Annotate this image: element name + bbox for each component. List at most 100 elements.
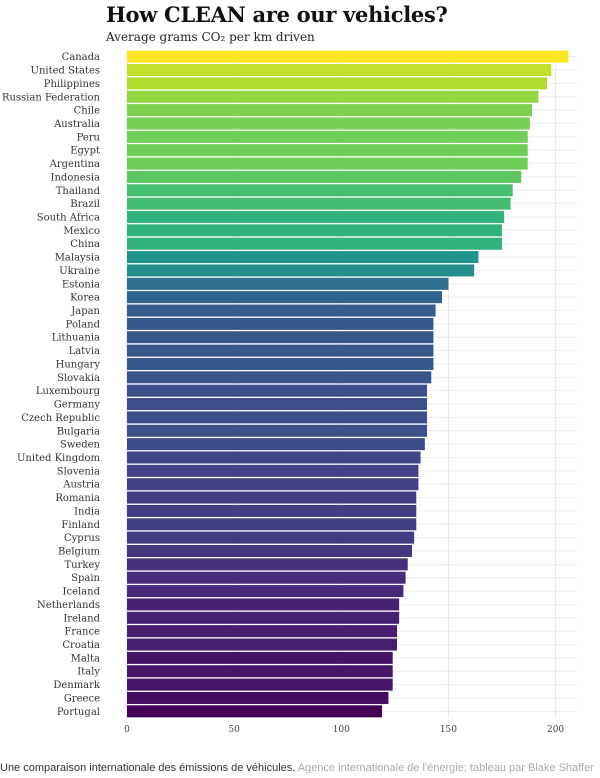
bar (127, 331, 434, 344)
category-label: United Kingdom (17, 453, 101, 464)
bar (127, 411, 427, 424)
category-label: Finland (61, 520, 100, 531)
bar-chart: Canada United States Philippines Russian Fe… (2, 50, 577, 735)
category-label: Portugal (57, 707, 100, 718)
bar (127, 558, 408, 571)
category-label: Cyprus (64, 533, 100, 544)
bar (127, 451, 421, 464)
bar (127, 117, 530, 130)
bar (127, 651, 393, 664)
category-label: Egypt (70, 146, 100, 157)
bar (127, 90, 539, 103)
category-label: Russian Federation (2, 92, 101, 103)
footer-caption: Une comparaison internationale des émiss… (0, 762, 296, 774)
category-label: Australia (53, 119, 100, 130)
bar (127, 625, 397, 638)
bar (127, 585, 404, 598)
bar (127, 371, 432, 384)
chart-footer: Une comparaison internationale des émiss… (0, 762, 600, 776)
category-label: Lithuania (52, 333, 100, 344)
bar (127, 638, 397, 651)
category-label: Italy (77, 667, 100, 678)
category-label: Turkey (64, 560, 100, 571)
bar (127, 237, 502, 250)
category-label: Poland (66, 319, 101, 330)
bar (127, 291, 442, 304)
bar (127, 144, 528, 157)
x-tick-label: 150 (440, 725, 457, 735)
bar (127, 531, 415, 544)
bar (127, 544, 412, 558)
bar (127, 571, 406, 584)
category-label: Spain (71, 573, 100, 584)
bar (127, 64, 552, 77)
category-label: Chile (74, 106, 100, 117)
bar (127, 678, 393, 691)
chart-title: How CLEAN are our vehicles? (106, 2, 448, 27)
bar (127, 277, 449, 290)
category-label: Brazil (70, 199, 100, 210)
bar (127, 344, 434, 357)
category-label: Indonesia (51, 172, 101, 183)
category-label: China (70, 239, 100, 250)
category-label: Philippines (44, 79, 100, 90)
category-label: Bulgaria (57, 426, 100, 437)
footer-source: Agence internationale de l'énergie; tabl… (297, 762, 594, 774)
x-tick-label: 100 (333, 725, 350, 735)
bar (127, 224, 502, 237)
bar (127, 424, 427, 437)
x-tick-label: 0 (124, 725, 130, 735)
category-label: Malta (71, 653, 100, 664)
bar (127, 157, 528, 170)
category-label: Peru (77, 132, 101, 143)
category-label: Argentina (49, 159, 100, 170)
category-label: Croatia (62, 640, 100, 651)
category-label: Denmark (53, 680, 101, 691)
category-label: Austria (62, 480, 100, 491)
category-label: Thailand (56, 186, 101, 197)
category-label: Slovenia (57, 466, 100, 477)
bar (127, 464, 419, 477)
category-label: Slovakia (57, 373, 100, 384)
category-label: Belgium (58, 547, 101, 558)
bar (127, 705, 382, 718)
x-tick-label: 200 (547, 725, 564, 735)
category-label: France (64, 627, 100, 638)
category-label: Romania (55, 493, 100, 504)
category-label: Korea (70, 293, 100, 304)
category-label: Malaysia (55, 253, 100, 264)
bar (127, 357, 434, 370)
category-label: Mexico (63, 226, 100, 237)
category-label: Canada (62, 52, 100, 63)
category-label: Iceland (63, 587, 101, 598)
bar (127, 438, 425, 451)
bar (127, 170, 522, 183)
category-label: South Africa (37, 213, 100, 224)
bar (127, 491, 417, 504)
chart-subtitle: Average grams CO₂ per km driven (106, 30, 315, 44)
bar (127, 611, 400, 624)
bar (127, 130, 528, 143)
category-label: Ireland (63, 613, 100, 624)
category-label: Japan (70, 306, 100, 317)
category-label: Estonia (62, 279, 100, 290)
category-label: Germany (54, 400, 101, 411)
bar (127, 317, 434, 330)
category-label: Netherlands (37, 600, 100, 611)
category-label: Luxembourg (36, 386, 101, 397)
bar (127, 251, 479, 264)
bar (127, 77, 547, 90)
bar (127, 478, 419, 491)
bar (127, 398, 427, 411)
category-label: Czech Republic (21, 413, 100, 424)
category-label: India (74, 506, 100, 517)
category-label: Hungary (56, 359, 101, 370)
bar (127, 598, 400, 611)
bar (127, 304, 436, 317)
category-label: Latvia (69, 346, 100, 357)
bar (127, 518, 417, 531)
bar (127, 210, 505, 224)
bar (127, 504, 417, 517)
category-label: Ukraine (59, 266, 100, 277)
bar (127, 197, 511, 210)
